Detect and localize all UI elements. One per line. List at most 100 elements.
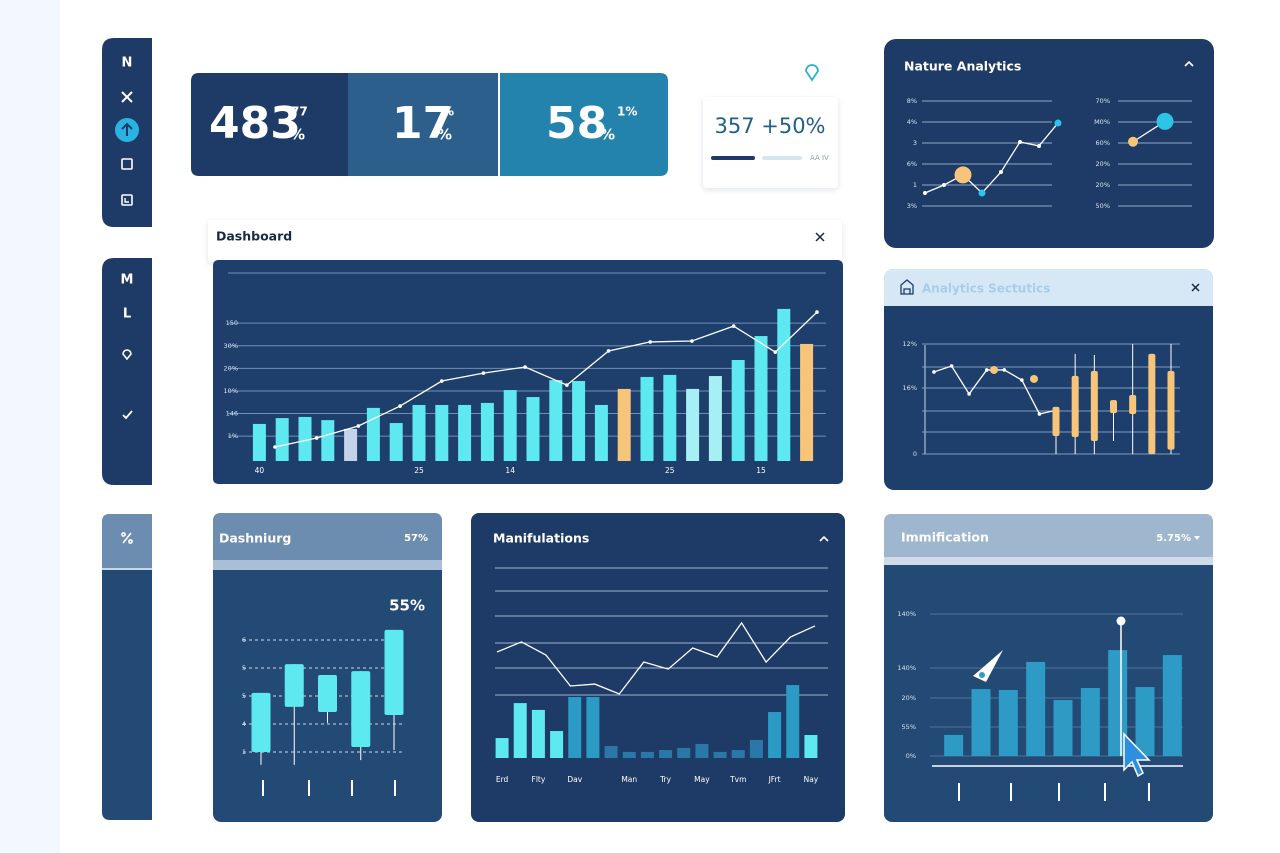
- kpi-sub: %: [290, 126, 305, 144]
- x-tick-label: 40: [255, 466, 265, 475]
- card: [703, 97, 838, 188]
- x-tick-label: Flty: [532, 775, 546, 784]
- y-tick-label: 146: [226, 410, 238, 418]
- point: [398, 404, 402, 408]
- collapse-icon[interactable]: [819, 535, 829, 542]
- bar: [298, 416, 312, 461]
- bar: [731, 359, 745, 461]
- x-ticks: [262, 780, 396, 796]
- bar: [275, 418, 289, 461]
- bar: [252, 423, 266, 461]
- y-tick-label: 20%: [902, 694, 916, 702]
- y-tick-label: 16%: [903, 384, 917, 392]
- candle-body: [1110, 400, 1117, 414]
- summary-value: 357 +50%: [714, 114, 825, 138]
- arrow-icon: [121, 122, 133, 136]
- panel-title: Nature Analytics: [904, 59, 1021, 74]
- dropdown-icon[interactable]: [1194, 536, 1200, 540]
- summary-card: 357 +50% AA IV: [703, 64, 838, 188]
- kpi-value: 17: [392, 98, 453, 149]
- panel-title: Immification: [901, 530, 989, 545]
- doc-icon[interactable]: [121, 158, 133, 170]
- point: [690, 339, 694, 343]
- sidebar-item[interactable]: L: [123, 307, 131, 322]
- x-tick-label: 14: [505, 466, 515, 475]
- bar: [944, 734, 964, 756]
- point: [967, 392, 971, 396]
- left-strip: [0, 0, 60, 853]
- bar: [549, 380, 563, 461]
- bar: [749, 739, 763, 758]
- bar: [1026, 661, 1046, 756]
- home-icon: [900, 279, 914, 295]
- y-tick-label: 4: [242, 720, 246, 728]
- bar: [695, 743, 709, 758]
- bar: [800, 343, 814, 461]
- bar: [513, 703, 527, 758]
- bar: [1162, 655, 1182, 756]
- candle-body: [1052, 406, 1060, 436]
- x-tick-label: 25: [414, 466, 424, 475]
- x-tick-label: May: [694, 775, 710, 784]
- y-tick-label: 70%: [1096, 97, 1110, 105]
- candle-body: [384, 629, 404, 716]
- x-tick-label: JFrt: [768, 775, 781, 784]
- x-tick-label: 25: [665, 466, 675, 475]
- bar: [731, 750, 745, 758]
- y-tick-label: 5: [242, 664, 246, 672]
- close-button[interactable]: [815, 232, 825, 242]
- point: [1054, 119, 1062, 127]
- y-tick-label: 60%: [1096, 139, 1110, 147]
- panel-stat: 55%: [389, 597, 425, 615]
- sidebar-item[interactable]: M: [121, 273, 134, 288]
- bar: [640, 751, 654, 758]
- point: [648, 340, 653, 344]
- bar: [617, 388, 631, 461]
- point: [1002, 368, 1007, 372]
- y-tick-label: 10%: [224, 387, 238, 395]
- x-tick-label: 15: [756, 466, 766, 475]
- y-tick-label: 55%: [902, 723, 916, 731]
- kpi-sup: %: [442, 105, 454, 119]
- bar: [435, 404, 449, 461]
- panel-title: Dashboard: [216, 229, 292, 244]
- grid: [495, 567, 828, 696]
- point: [1156, 112, 1174, 130]
- candle-body: [1129, 395, 1137, 414]
- bar: [1080, 687, 1100, 756]
- bar: [1053, 699, 1073, 756]
- pin-icon[interactable]: [122, 349, 132, 361]
- y-tick-label: 8%: [907, 97, 917, 105]
- point: [984, 368, 989, 372]
- sidebar-item[interactable]: N: [122, 56, 133, 71]
- sidebar-panel: [102, 258, 152, 485]
- y-tick-label: 1: [913, 181, 917, 189]
- panel-header: [208, 220, 842, 262]
- point: [1020, 378, 1024, 382]
- percent-icon[interactable]: [121, 532, 133, 544]
- panel-stat: 5.75%: [1156, 533, 1191, 544]
- y-tick-label: 1: [242, 748, 246, 756]
- collapse-icon[interactable]: [1184, 60, 1194, 67]
- bar: [550, 731, 564, 758]
- candle-body: [1167, 371, 1175, 450]
- box-icon[interactable]: [121, 194, 133, 206]
- panel-title: Analytics Sectutics: [922, 282, 1050, 296]
- close-button[interactable]: [1191, 283, 1200, 292]
- slider-knob[interactable]: [1116, 616, 1126, 626]
- bar: [998, 690, 1018, 756]
- point: [978, 189, 986, 197]
- x-tick-label: Tvm: [729, 775, 746, 784]
- bar: [804, 735, 818, 758]
- close-icon[interactable]: [121, 91, 133, 103]
- kpi-value: 58: [546, 98, 607, 149]
- candle-body: [1071, 375, 1079, 438]
- y-tick-label: 12%: [903, 340, 917, 348]
- summary-caption: AA IV: [810, 154, 829, 162]
- point: [923, 190, 927, 195]
- bar: [754, 336, 768, 461]
- check-icon[interactable]: [122, 410, 133, 420]
- candle-body: [284, 664, 304, 707]
- kpi-value: 483: [209, 98, 301, 149]
